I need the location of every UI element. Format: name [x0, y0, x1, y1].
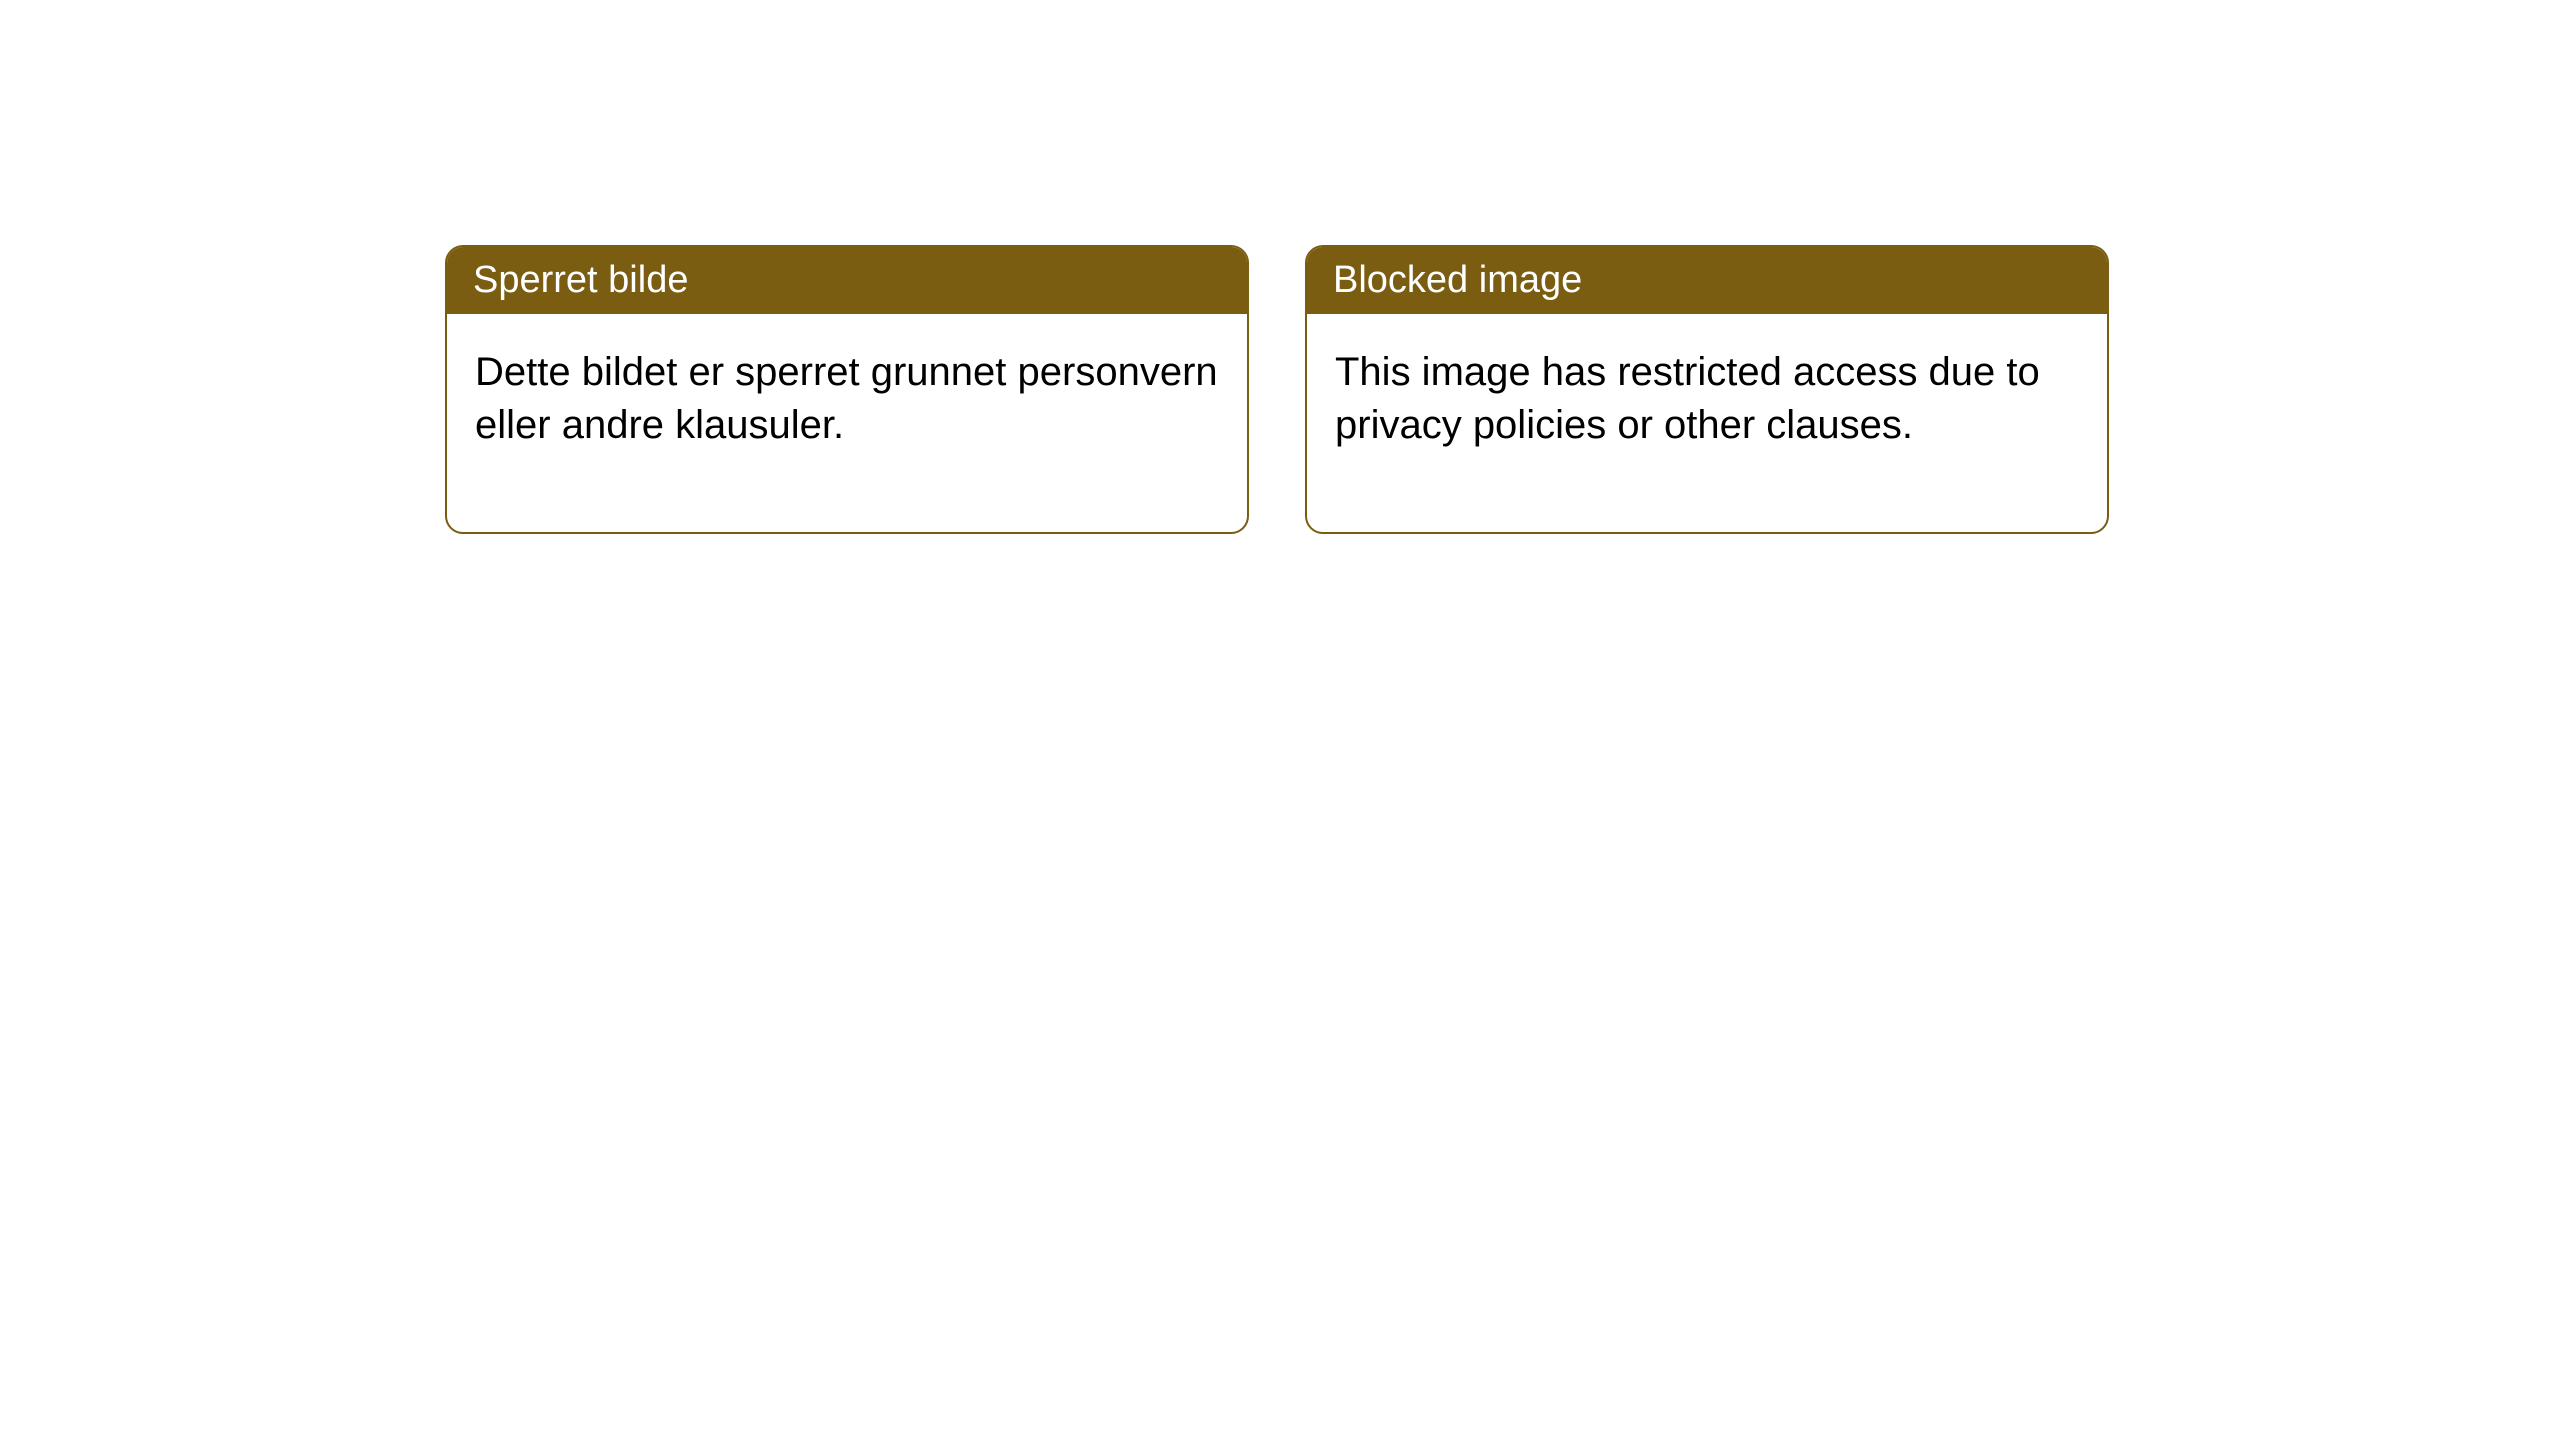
notice-container: Sperret bilde Dette bildet er sperret gr…: [445, 245, 2109, 534]
notice-title: Sperret bilde: [447, 247, 1247, 314]
notice-title: Blocked image: [1307, 247, 2107, 314]
notice-card-english: Blocked image This image has restricted …: [1305, 245, 2109, 534]
notice-body: Dette bildet er sperret grunnet personve…: [447, 314, 1247, 532]
notice-body: This image has restricted access due to …: [1307, 314, 2107, 532]
notice-card-norwegian: Sperret bilde Dette bildet er sperret gr…: [445, 245, 1249, 534]
